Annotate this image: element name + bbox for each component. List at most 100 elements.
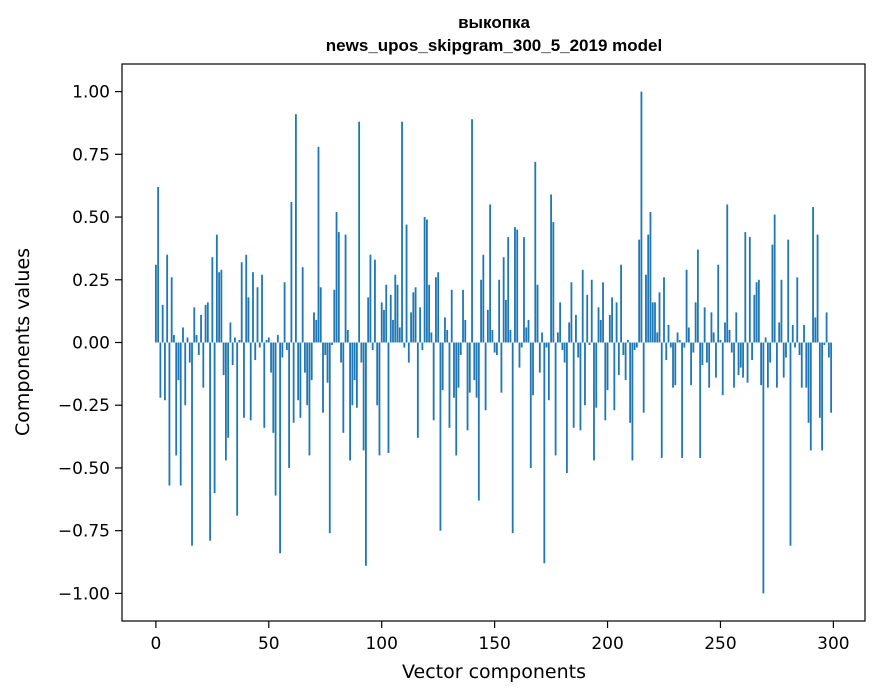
bar-component-141 [473, 342, 476, 381]
bar-component-42 [249, 342, 252, 421]
x-axis-ticks: 0 50 100 150 200 250 300 [150, 621, 850, 654]
bar-component-118 [421, 342, 424, 351]
bar-component-78 [331, 342, 333, 346]
bar-component-197 [599, 319, 602, 343]
bar-component-67 [306, 342, 309, 406]
bar-component-295 [821, 342, 823, 451]
bar-component-250 [719, 339, 722, 343]
bar-component-191 [586, 294, 589, 343]
bar-component-153 [500, 342, 503, 393]
bar-component-26 [213, 342, 216, 494]
bar-component-173 [545, 342, 548, 348]
bar-component-96 [371, 342, 374, 351]
bar-component-195 [595, 342, 598, 408]
bar-component-291 [812, 207, 814, 343]
bar-component-33 [229, 322, 232, 343]
bar-component-104 [389, 294, 392, 343]
bar-component-278 [782, 342, 785, 378]
bar-component-230 [674, 342, 677, 386]
bar-component-48 [263, 342, 266, 428]
bar-component-253 [726, 204, 729, 343]
bar-component-25 [211, 257, 214, 343]
bar-component-285 [798, 342, 801, 356]
bar-component-212 [633, 342, 636, 351]
bar-component-124 [435, 277, 437, 343]
bar-component-29 [220, 269, 223, 343]
bar-component-237 [690, 342, 693, 386]
bar-component-122 [430, 332, 433, 343]
x-tick-label: 100 [365, 634, 397, 654]
bar-component-154 [502, 257, 505, 343]
bar-component-56 [281, 342, 284, 358]
bar-component-267 [757, 279, 760, 343]
bar-component-30 [222, 342, 225, 376]
bar-component-227 [667, 324, 670, 343]
bar-component-187 [577, 342, 580, 358]
bar-component-134 [457, 342, 460, 388]
bar-component-87 [351, 342, 354, 406]
bar-component-248 [715, 342, 717, 378]
bar-component-254 [728, 329, 731, 343]
bar-component-286 [800, 342, 803, 388]
bar-component-99 [378, 342, 381, 456]
bar-component-102 [385, 284, 388, 343]
bar-component-1 [157, 186, 160, 343]
bar-component-16 [191, 342, 193, 546]
bar-component-156 [507, 237, 510, 343]
bar-component-242 [701, 342, 704, 366]
bar-component-216 [642, 342, 645, 413]
bar-component-88 [353, 342, 356, 381]
bar-component-260 [742, 342, 744, 378]
bar-component-84 [344, 234, 347, 343]
bar-component-123 [432, 342, 435, 421]
bar-component-194 [593, 342, 595, 461]
bar-component-219 [649, 212, 652, 343]
bar-component-222 [656, 332, 659, 343]
y-tick-label: −0.25 [58, 396, 110, 416]
bar-component-172 [543, 342, 546, 564]
bar-component-257 [735, 312, 738, 343]
bar-component-157 [509, 329, 512, 343]
bar-component-152 [498, 279, 501, 343]
bar-component-176 [552, 222, 555, 343]
y-tick-label: 0.75 [72, 145, 110, 165]
y-axis-label: Components values [12, 248, 34, 436]
bar-component-271 [766, 342, 769, 388]
bar-component-109 [401, 121, 403, 343]
bar-component-103 [387, 342, 390, 453]
bar-component-129 [446, 329, 449, 343]
bar-component-273 [771, 244, 774, 343]
bar-component-85 [346, 329, 349, 343]
bar-component-165 [527, 319, 530, 343]
bar-component-164 [525, 327, 528, 343]
bar-component-274 [773, 214, 776, 343]
bar-component-243 [703, 307, 706, 343]
bar-component-128 [444, 317, 446, 343]
bar-component-57 [283, 282, 286, 343]
bar-component-236 [687, 327, 690, 343]
y-tick-label: 0.50 [72, 208, 110, 228]
bar-component-121 [428, 284, 431, 343]
bar-component-280 [787, 239, 790, 343]
bar-component-255 [730, 342, 733, 353]
bar-component-170 [538, 342, 541, 373]
bar-component-281 [789, 342, 792, 546]
bar-component-146 [484, 342, 487, 411]
bar-component-82 [340, 342, 342, 363]
bar-component-163 [523, 237, 525, 343]
y-tick-label: 0.25 [72, 271, 110, 291]
x-tick-label: 300 [817, 634, 849, 654]
bar-component-232 [678, 339, 681, 343]
bar-component-261 [744, 232, 747, 343]
bar-component-72 [317, 146, 320, 343]
bar-component-234 [683, 342, 686, 348]
bar-component-229 [672, 342, 674, 388]
bar-component-119 [423, 217, 426, 343]
bar-component-200 [606, 342, 609, 391]
bar-component-150 [493, 342, 496, 353]
bar-component-55 [279, 342, 281, 554]
bar-component-209 [626, 339, 629, 343]
bar-component-147 [486, 309, 489, 343]
bar-component-24 [209, 342, 211, 541]
bar-component-292 [814, 317, 817, 343]
